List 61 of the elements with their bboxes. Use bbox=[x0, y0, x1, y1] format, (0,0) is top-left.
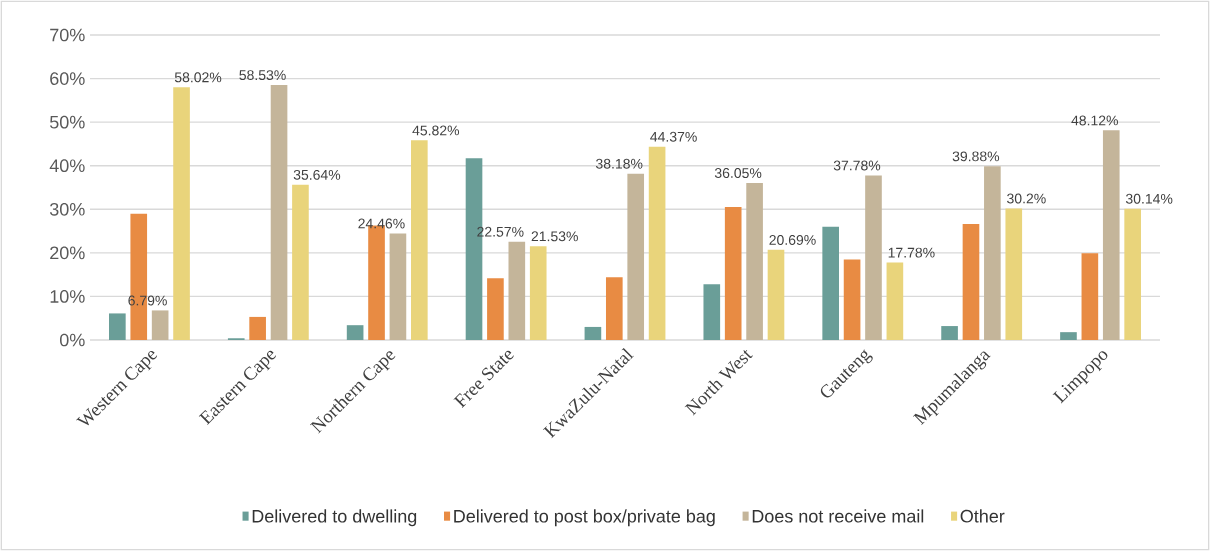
data-label: 37.78% bbox=[833, 160, 881, 171]
data-label: 35.64% bbox=[293, 169, 341, 180]
legend-label: Does not receive mail bbox=[752, 509, 924, 523]
data-label: 58.53% bbox=[239, 70, 286, 81]
bar bbox=[292, 184, 309, 340]
data-label: 17.78% bbox=[888, 247, 935, 258]
bar bbox=[346, 325, 364, 340]
bar bbox=[984, 166, 1001, 340]
bar bbox=[151, 310, 169, 340]
bar bbox=[941, 326, 958, 340]
bar bbox=[605, 277, 623, 340]
y-tick-label: 60% bbox=[50, 72, 85, 85]
bar bbox=[822, 226, 839, 340]
data-label: 48.12% bbox=[1071, 115, 1118, 126]
data-label: 20.69% bbox=[769, 235, 816, 245]
bar bbox=[724, 207, 742, 340]
data-label: 58.02% bbox=[174, 72, 222, 83]
data-label: 21.53% bbox=[531, 231, 578, 242]
bar bbox=[865, 175, 882, 340]
y-tick-label: 50% bbox=[49, 115, 85, 129]
bar bbox=[508, 241, 526, 340]
bar bbox=[173, 87, 190, 340]
bar bbox=[270, 84, 288, 340]
bar bbox=[767, 249, 785, 340]
bar bbox=[411, 140, 428, 340]
data-label: 44.37% bbox=[650, 131, 697, 142]
data-label: 38.18% bbox=[595, 158, 643, 169]
bar bbox=[1081, 253, 1099, 340]
y-tick-label: 70% bbox=[50, 28, 85, 42]
y-tick-label: 20% bbox=[50, 246, 85, 260]
y-tick-label: 10% bbox=[50, 290, 85, 303]
bar bbox=[109, 313, 126, 340]
bar bbox=[529, 246, 547, 340]
data-label: 30.14% bbox=[1125, 193, 1173, 204]
bar bbox=[1102, 130, 1120, 340]
bar bbox=[886, 262, 904, 340]
bar bbox=[1124, 208, 1141, 340]
bar bbox=[487, 278, 504, 340]
y-tick-label: 30% bbox=[49, 202, 85, 216]
bar bbox=[389, 233, 407, 340]
y-tick-label: 0% bbox=[59, 333, 85, 347]
bar bbox=[1005, 208, 1023, 340]
data-label: 36.05% bbox=[714, 168, 762, 178]
bar bbox=[627, 173, 645, 340]
bar bbox=[249, 316, 266, 340]
bar bbox=[703, 284, 721, 340]
bar bbox=[1060, 332, 1077, 340]
legend-label: Other bbox=[960, 509, 1005, 523]
bar bbox=[584, 326, 602, 340]
data-label: 24.46% bbox=[358, 218, 405, 229]
legend-label: Delivered to dwelling bbox=[252, 509, 417, 527]
bar bbox=[746, 182, 763, 340]
y-tick-label: 40% bbox=[49, 159, 85, 173]
data-label: 30.2% bbox=[1007, 193, 1046, 204]
data-label: 39.88% bbox=[952, 151, 1000, 162]
bar bbox=[648, 146, 666, 340]
legend-label: Delivered to post box/private bag bbox=[454, 509, 715, 527]
bar bbox=[962, 224, 980, 340]
x-tick-label: Free State bbox=[453, 350, 514, 409]
bar bbox=[843, 259, 861, 340]
data-label: 45.82% bbox=[412, 125, 460, 136]
